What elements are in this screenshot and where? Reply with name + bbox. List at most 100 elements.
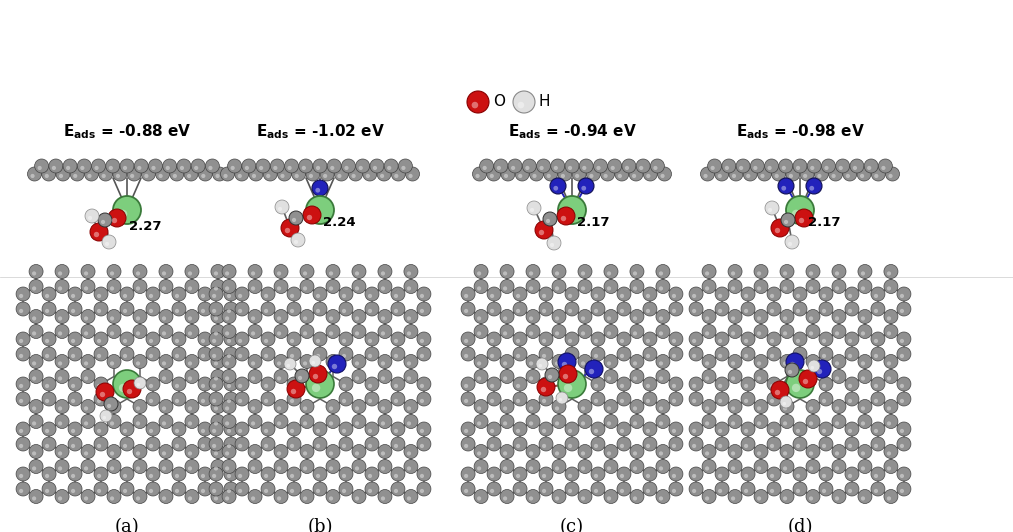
Circle shape [792, 384, 800, 392]
Circle shape [767, 332, 781, 346]
Circle shape [94, 437, 108, 451]
Circle shape [398, 159, 412, 173]
Circle shape [264, 444, 268, 448]
Circle shape [45, 174, 49, 178]
Circle shape [503, 451, 508, 455]
Circle shape [897, 482, 911, 496]
Circle shape [809, 271, 813, 276]
Circle shape [832, 174, 836, 178]
Circle shape [607, 361, 611, 365]
Circle shape [731, 421, 735, 426]
Circle shape [162, 496, 166, 501]
Circle shape [16, 287, 30, 301]
Circle shape [251, 376, 255, 380]
Circle shape [277, 451, 282, 455]
Circle shape [884, 354, 898, 369]
Circle shape [617, 482, 631, 496]
Circle shape [381, 406, 385, 411]
Circle shape [339, 422, 353, 436]
Circle shape [489, 174, 494, 178]
Circle shape [658, 467, 664, 471]
Circle shape [530, 208, 534, 212]
Circle shape [656, 310, 670, 323]
Circle shape [261, 287, 276, 301]
Circle shape [487, 287, 501, 301]
Circle shape [669, 467, 683, 481]
Circle shape [703, 174, 708, 178]
Circle shape [757, 451, 761, 455]
Circle shape [58, 496, 62, 501]
Circle shape [717, 174, 722, 178]
Circle shape [503, 467, 508, 471]
Circle shape [832, 370, 846, 384]
Circle shape [287, 364, 290, 368]
Circle shape [365, 392, 379, 406]
Circle shape [871, 392, 885, 406]
Circle shape [554, 166, 558, 170]
Circle shape [783, 361, 787, 365]
Circle shape [355, 496, 360, 501]
Circle shape [94, 287, 108, 301]
Circle shape [578, 460, 592, 473]
Circle shape [835, 361, 839, 365]
Circle shape [718, 354, 722, 358]
Circle shape [646, 489, 650, 493]
Circle shape [162, 271, 166, 276]
Circle shape [175, 444, 179, 448]
Circle shape [770, 384, 774, 388]
Circle shape [149, 354, 153, 358]
Circle shape [490, 474, 494, 478]
Circle shape [281, 219, 299, 237]
Circle shape [500, 489, 514, 503]
Circle shape [643, 302, 657, 316]
Circle shape [275, 460, 288, 473]
Circle shape [819, 467, 833, 481]
Circle shape [516, 489, 521, 493]
Circle shape [368, 384, 372, 388]
Circle shape [407, 406, 411, 411]
Circle shape [29, 414, 44, 428]
Circle shape [211, 279, 225, 294]
Circle shape [407, 467, 411, 471]
Circle shape [97, 339, 101, 343]
Circle shape [146, 332, 160, 346]
Circle shape [728, 445, 743, 459]
Circle shape [211, 325, 225, 338]
Circle shape [404, 354, 418, 369]
Circle shape [133, 310, 147, 323]
Circle shape [886, 406, 891, 411]
Circle shape [490, 294, 494, 298]
Circle shape [754, 166, 758, 170]
Circle shape [591, 332, 605, 346]
Circle shape [404, 279, 418, 294]
Circle shape [579, 159, 594, 173]
Circle shape [809, 496, 813, 501]
Circle shape [701, 167, 714, 181]
Circle shape [744, 309, 749, 313]
Circle shape [102, 416, 106, 419]
Circle shape [874, 474, 878, 478]
Circle shape [45, 399, 50, 403]
Circle shape [526, 445, 540, 459]
Circle shape [500, 400, 514, 413]
Circle shape [211, 489, 225, 503]
Circle shape [897, 467, 911, 481]
Circle shape [728, 489, 743, 503]
Circle shape [884, 414, 898, 428]
Circle shape [394, 174, 398, 178]
Circle shape [303, 361, 307, 365]
Circle shape [543, 212, 557, 226]
Circle shape [342, 429, 346, 433]
Circle shape [134, 377, 146, 389]
Circle shape [55, 310, 69, 323]
Circle shape [133, 354, 147, 369]
Circle shape [646, 339, 650, 343]
Circle shape [368, 444, 372, 448]
Circle shape [313, 467, 327, 481]
Circle shape [185, 400, 199, 413]
Circle shape [689, 287, 703, 301]
Circle shape [43, 287, 56, 301]
Circle shape [394, 339, 398, 343]
Circle shape [162, 467, 166, 471]
Circle shape [809, 331, 813, 336]
